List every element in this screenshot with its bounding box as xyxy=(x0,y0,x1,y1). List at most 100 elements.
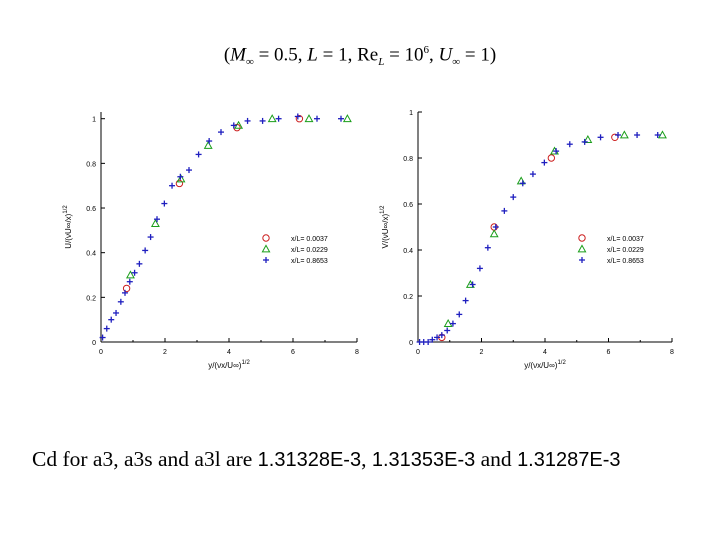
data-point-plus xyxy=(195,151,202,158)
data-point-plus xyxy=(541,159,548,166)
legend-label: x/L= 0.0037 xyxy=(607,236,644,243)
data-point-plus xyxy=(147,234,154,241)
data-point-plus xyxy=(244,117,251,124)
legend-label: x/L= 0.8653 xyxy=(607,258,644,265)
data-point-plus xyxy=(553,148,560,155)
x-tick-label: 2 xyxy=(163,349,167,356)
legend-label: x/L= 0.0229 xyxy=(607,247,644,254)
data-point-plus xyxy=(169,182,176,189)
legend-marker-triangle xyxy=(577,244,587,253)
y-tick-label: 0.6 xyxy=(403,202,413,209)
data-point-circle xyxy=(547,154,556,162)
y-tick-label: 0 xyxy=(92,340,96,347)
svg-text:y/(νx/U∞)1/2: y/(νx/U∞)1/2 xyxy=(524,360,566,370)
data-point-plus xyxy=(581,138,588,145)
x-tick-label: 4 xyxy=(543,349,547,356)
data-point-plus xyxy=(275,115,282,122)
data-point-plus xyxy=(654,132,661,138)
data-point-triangle xyxy=(342,114,352,123)
data-point-plus xyxy=(259,117,266,124)
data-point-plus xyxy=(218,129,224,136)
series-circle xyxy=(438,133,619,342)
series-plus xyxy=(99,113,344,341)
y-tick-label: 0 xyxy=(409,340,413,347)
y-axis-title: U/(νU∞/x)1/2 xyxy=(63,205,73,249)
legend-marker-plus xyxy=(579,257,585,263)
y-tick-label: 0.4 xyxy=(86,251,96,258)
data-point-plus xyxy=(597,134,604,141)
data-point-plus xyxy=(615,132,622,138)
chart-panel-left: 0 2 4 6 8 0 0.2 0.4 0.6 0.8 1 y/(νx/U∞)1/2 U/(νU∞/x)… xyxy=(63,112,359,370)
data-point-plus xyxy=(566,141,573,148)
legend: x/L= 0.0037 x/L= 0.0229 x/L= 0.8653 xyxy=(577,234,644,265)
y-tick-label: 0.6 xyxy=(86,206,96,213)
data-point-plus xyxy=(177,173,184,180)
data-point-triangle xyxy=(203,140,213,149)
data-point-plus xyxy=(294,113,301,120)
legend-marker-circle xyxy=(262,234,270,242)
data-point-plus xyxy=(206,138,213,145)
y-tick-label: 1 xyxy=(92,117,96,124)
data-point-triangle xyxy=(619,130,629,139)
data-point-circle xyxy=(175,179,184,188)
legend-marker-triangle xyxy=(261,244,271,253)
data-point-circle xyxy=(122,284,131,293)
svg-text:V/(νU∞/x)1/2: V/(νU∞/x)1/2 xyxy=(380,205,390,249)
data-point-plus xyxy=(501,207,508,214)
data-point-plus xyxy=(161,200,168,207)
data-point-plus xyxy=(429,336,436,343)
legend-marker-plus xyxy=(263,257,269,263)
y-tick-label: 0.8 xyxy=(86,161,96,168)
data-point-plus xyxy=(186,167,192,174)
data-point-plus xyxy=(338,115,344,122)
data-point-triangle xyxy=(583,134,593,143)
data-point-plus xyxy=(131,269,138,276)
y-axis-title: V/(νU∞/x)1/2 xyxy=(380,205,390,249)
data-point-triangle xyxy=(304,114,314,123)
data-point-circle xyxy=(295,114,304,123)
x-tick-label: 0 xyxy=(99,349,103,356)
data-point-plus xyxy=(449,320,456,327)
x-axis-title: y/(νx/U∞)1/2 xyxy=(208,360,250,370)
data-point-plus xyxy=(444,327,451,334)
data-point-plus xyxy=(99,334,106,341)
x-tick-label: 6 xyxy=(291,349,295,356)
y-tick-label: 0.2 xyxy=(86,295,96,302)
data-point-plus xyxy=(117,298,124,305)
y-tick-label: 0.8 xyxy=(403,156,413,163)
data-point-plus xyxy=(462,297,469,304)
series-circle xyxy=(122,114,304,293)
data-point-plus xyxy=(108,316,115,323)
data-point-plus xyxy=(103,325,110,332)
y-tick-label: 1 xyxy=(409,110,413,117)
x-tick-label: 6 xyxy=(607,349,611,356)
data-point-plus xyxy=(126,278,133,285)
legend-label: x/L= 0.0229 xyxy=(291,247,328,254)
data-point-plus xyxy=(154,216,160,223)
data-point-plus xyxy=(510,194,517,201)
data-point-triangle xyxy=(176,174,186,183)
data-point-plus xyxy=(425,339,432,345)
x-tick-label: 8 xyxy=(670,349,674,356)
data-point-plus xyxy=(634,132,641,138)
data-point-plus xyxy=(529,171,536,178)
flow-conditions-header: (M∞ = 0.5, L = 1, ReL = 106, U∞ = 1) xyxy=(223,44,497,69)
x-axis-title: y/(νx/U∞)1/2 xyxy=(524,360,566,370)
data-point-plus xyxy=(113,309,120,316)
data-point-triangle xyxy=(150,219,160,228)
series-triangle xyxy=(125,114,352,279)
data-point-plus xyxy=(434,334,441,341)
y-tick-label: 0.2 xyxy=(403,294,413,301)
x-tick-label: 2 xyxy=(480,349,484,356)
data-point-plus xyxy=(492,224,499,230)
data-point-plus xyxy=(122,289,128,296)
data-point-plus xyxy=(519,180,526,187)
series-triangle xyxy=(443,130,667,327)
x-tick-label: 8 xyxy=(355,349,359,356)
data-point-plus xyxy=(469,281,476,288)
data-point-plus xyxy=(484,244,491,251)
chart-panel-right: 0 2 4 6 8 0 0.2 0.4 0.6 0.8 1 y/(νx/U∞)1/2 V/(νU∞/x)… xyxy=(380,110,674,370)
drag-coefficient-note: Cd for a3, a3s and a3l are 1.31328E-3, 1… xyxy=(32,447,621,471)
legend-marker-circle xyxy=(578,234,586,242)
